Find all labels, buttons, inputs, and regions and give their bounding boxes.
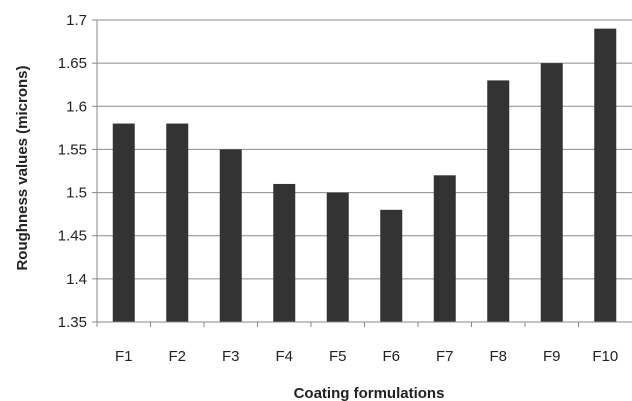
- y-tick-label: 1.65: [58, 55, 87, 72]
- y-tick-label: 1.45: [58, 228, 87, 245]
- x-tick-label: F1: [115, 348, 133, 365]
- x-tick-label: F9: [543, 348, 561, 365]
- bar-f4: [273, 183, 296, 322]
- y-tick-labels: 1.35 1.4 1.45 1.5 1.55 1.6 1.65 1.7: [58, 12, 97, 331]
- bar-f6: [380, 209, 403, 322]
- bar-f2: [166, 123, 189, 323]
- bar-f9: [540, 63, 563, 323]
- bar-f7: [433, 175, 456, 322]
- bar-f8: [487, 80, 510, 323]
- x-tick-label: F3: [222, 348, 240, 365]
- x-tick-label: F6: [382, 348, 400, 365]
- x-tick-label: F10: [592, 348, 618, 365]
- x-tick-label: F5: [329, 348, 347, 365]
- bars: [112, 28, 617, 323]
- y-tick-label: 1.4: [66, 271, 87, 288]
- bar-f10: [594, 28, 617, 322]
- y-tick-label: 1.5: [66, 185, 87, 202]
- x-tick-label: F8: [489, 348, 507, 365]
- x-tick-label: F4: [275, 348, 293, 365]
- y-tick-label: 1.7: [66, 12, 87, 29]
- bar-f5: [326, 192, 349, 322]
- bar-f1: [112, 123, 135, 323]
- x-tick-label: F7: [436, 348, 454, 365]
- x-axis-title: Coating formulations: [294, 385, 445, 401]
- x-tick-label: F2: [168, 348, 186, 365]
- x-tick-labels: F1 F2 F3 F4 F5 F6 F7 F8 F9 F10: [96, 322, 618, 365]
- bar-f3: [219, 149, 242, 322]
- y-tick-label: 1.35: [58, 314, 87, 331]
- y-tick-label: 1.6: [66, 98, 87, 115]
- y-axis-title: Roughness values (microns): [14, 65, 31, 270]
- y-tick-label: 1.55: [58, 141, 87, 158]
